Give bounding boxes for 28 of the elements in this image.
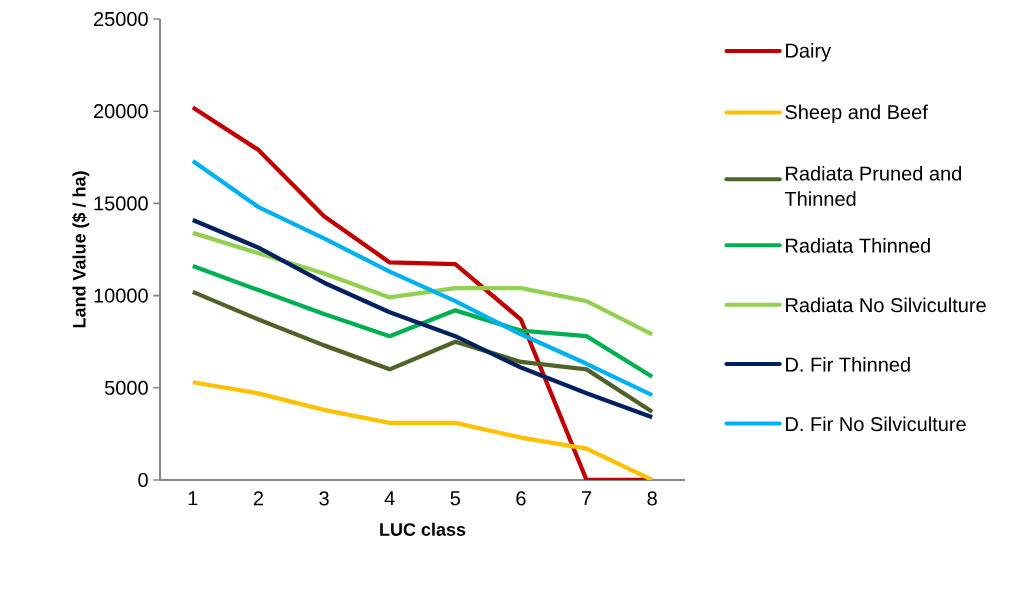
y-axis-title: Land Value ($ / ha) — [72, 171, 90, 328]
x-tick-label: 2 — [253, 491, 263, 506]
x-axis-title: LUC class — [380, 522, 466, 536]
legend-label: Radiata No Silviculture — [786, 297, 986, 313]
x-tick-label: 5 — [450, 491, 461, 506]
x-tick-label: 8 — [647, 491, 657, 506]
legend-label: D. Fir No Silviculture — [786, 416, 966, 432]
legend-label: D. Fir Thinned — [786, 357, 910, 372]
line-series — [190, 217, 655, 420]
x-tick-label: 7 — [582, 491, 592, 506]
x-tick-label: 6 — [516, 491, 526, 506]
y-tick-label: 20000 — [94, 104, 148, 119]
legend-label: Radiata Thinned — [786, 238, 930, 253]
line-series — [190, 380, 655, 480]
legend-label: Radiata Pruned and Thinned — [784, 165, 962, 206]
y-tick-label: 5000 — [104, 380, 148, 395]
y-tick-label: 25000 — [94, 11, 148, 27]
y-tick-label: 0 — [138, 472, 148, 488]
x-tick-label: 1 — [188, 491, 198, 506]
line-series — [190, 158, 655, 398]
legend-label: Sheep and Beef — [785, 104, 928, 124]
line-series — [190, 289, 655, 414]
y-tick-label: 10000 — [94, 288, 148, 303]
y-tick-label: 15000 — [94, 196, 148, 211]
x-tick-label: 3 — [319, 491, 329, 506]
x-tick-label: 4 — [384, 491, 395, 506]
line-series — [190, 263, 655, 379]
legend-label: Dairy — [786, 43, 832, 62]
